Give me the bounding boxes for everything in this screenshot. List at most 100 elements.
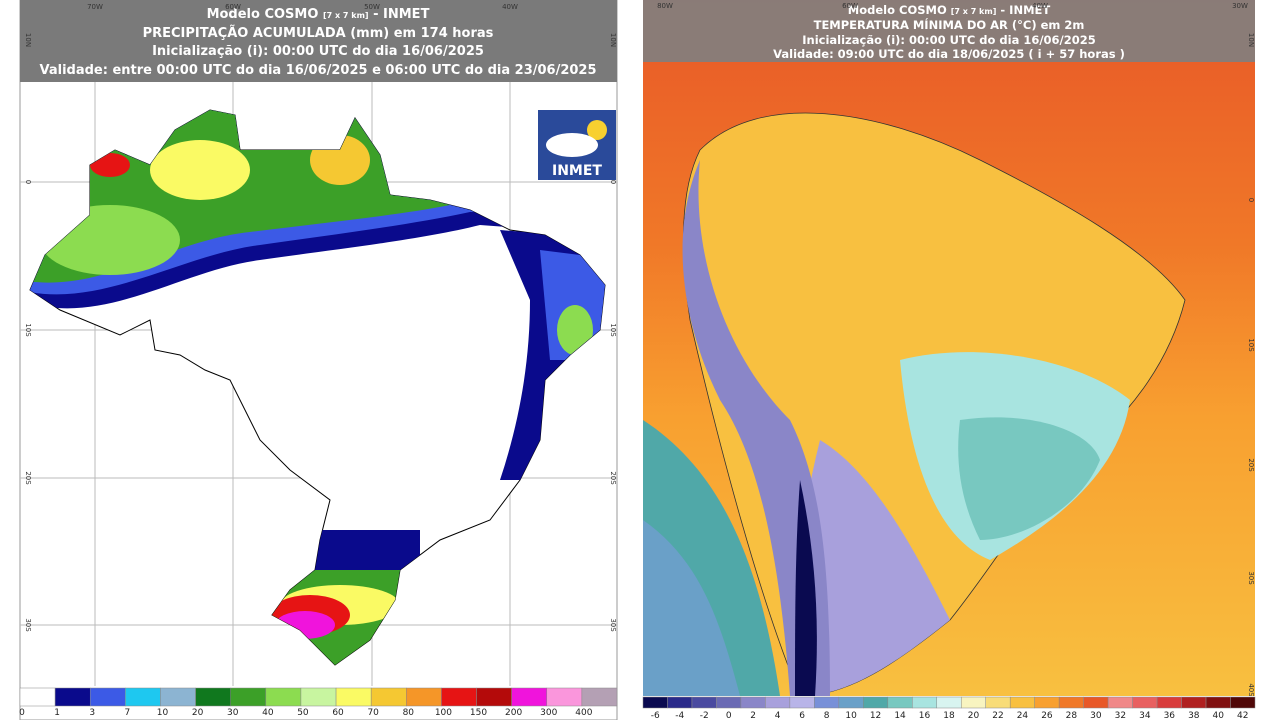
lon-label: 80W: [657, 2, 673, 10]
legend-swatch: [54, 687, 91, 707]
legend-label: 14: [894, 711, 906, 720]
cooler-southeast: [958, 417, 1100, 540]
legend-label: 8: [824, 711, 830, 720]
lat-label: 20S: [1247, 458, 1255, 472]
source: - INMET: [1000, 3, 1050, 17]
legend-swatch: [985, 696, 1011, 709]
logo-text: INMET: [552, 163, 602, 179]
legend-label: 60: [332, 708, 344, 718]
legend-swatch: [1205, 696, 1231, 709]
legend-label: 36: [1164, 711, 1176, 720]
lat-label: 10N: [609, 33, 617, 47]
legend-swatch: [125, 687, 161, 707]
lat-label: 0: [1247, 198, 1255, 202]
right-panel: Modelo COSMO [7 x 7 km] - INMET TEMPERAT…: [643, 0, 1255, 697]
legend-label: 2: [750, 711, 756, 720]
resolution: [7 x 7 km]: [951, 7, 997, 16]
legend-swatch: [936, 696, 962, 709]
legend-label: 70: [367, 708, 379, 718]
lat-label: 0: [609, 180, 617, 184]
legend-swatch: [511, 687, 548, 707]
legend-label: 10: [845, 711, 857, 720]
legend-label: 28: [1066, 711, 1078, 720]
lat-label: 10S: [609, 323, 617, 337]
legend-swatch: [1107, 696, 1133, 709]
logo-cloud: [546, 133, 598, 157]
legend-swatch: [838, 696, 864, 709]
legend-label: -2: [700, 711, 709, 720]
header-init: Inicialização (i): 00:00 UTC do dia 16/0…: [802, 33, 1096, 47]
legend-swatch: [740, 696, 766, 709]
legend-swatch: [1156, 696, 1182, 709]
legend-label: 300: [540, 708, 557, 718]
legend-swatch: [160, 687, 196, 707]
legend-label: 4: [775, 711, 781, 720]
legend-swatch: [195, 687, 231, 707]
legend-label: 20: [968, 711, 980, 720]
header-validity: Validade: entre 00:00 UTC do dia 16/06/2…: [39, 63, 596, 78]
lat-label: 10N: [1247, 33, 1255, 47]
legend-label: 6: [799, 711, 805, 720]
lat-label: 10S: [24, 323, 32, 337]
legend-label: 18: [943, 711, 955, 720]
legend-swatch: [667, 696, 693, 709]
legend-swatch: [581, 687, 618, 707]
legend-swatch: [691, 696, 717, 709]
legend-swatch: [863, 696, 889, 709]
legend-swatch: [789, 696, 815, 709]
andes-coldest: [795, 480, 817, 696]
lon-label: 60W: [225, 3, 241, 11]
legend-swatch: [1083, 696, 1109, 709]
legend-swatch: [546, 687, 583, 707]
ocean-cold: [643, 520, 740, 696]
lat-label: 30S: [609, 618, 617, 632]
legend-swatch: [716, 696, 742, 709]
legend-label: 80: [403, 708, 415, 718]
legend-label: 1: [54, 708, 60, 718]
legend-swatch: [19, 687, 56, 707]
legend-swatch: [814, 696, 840, 709]
legend-label: 38: [1188, 711, 1200, 720]
legend-swatch: [960, 696, 986, 709]
legend-label: 400: [575, 708, 592, 718]
lat-label: 10S: [1247, 338, 1255, 352]
lat-label: 40S: [1247, 683, 1255, 697]
legend-swatch: [335, 687, 372, 707]
lon-label: 70W: [87, 3, 103, 11]
header-bar: [643, 0, 1255, 62]
legend-label: 20: [192, 708, 204, 718]
legend-label: 7: [124, 708, 130, 718]
legend-label: 24: [1017, 711, 1029, 720]
logo-sun: [587, 120, 607, 140]
legend-swatch: [887, 696, 913, 709]
left-panel: Modelo COSMO [7 x 7 km] - INMET PRECIPIT…: [19, 0, 618, 720]
legend-label: 0: [19, 708, 25, 718]
model: Modelo COSMO: [848, 3, 947, 17]
legend-swatch: [1034, 696, 1060, 709]
legend-swatch: [265, 687, 302, 707]
legend-swatch: [370, 687, 407, 707]
legend-swatch: [230, 687, 267, 707]
legend-swatch: [406, 687, 442, 707]
legend-swatch: [300, 687, 337, 707]
lon-label: 40W: [502, 3, 518, 11]
header-model-line: Modelo COSMO [7 x 7 km] - INMET: [848, 3, 1051, 17]
legend-label: -6: [651, 711, 660, 720]
legend-swatch: [1009, 696, 1035, 709]
header-bar: [20, 0, 617, 82]
header-model-line: Modelo COSMO [7 x 7 km] - INMET: [207, 7, 430, 22]
lon-label: 60W: [842, 2, 858, 10]
andes-band: [682, 160, 830, 696]
legend-swatch: [1132, 696, 1158, 709]
legend-label: 200: [505, 708, 522, 718]
lat-label: 30S: [24, 618, 32, 632]
legend-swatch: [89, 687, 126, 707]
header-title: TEMPERATURA MÍNIMA DO AR (°C) em 2m: [814, 17, 1085, 32]
lat-label: 30S: [1247, 571, 1255, 585]
lon-label: 40W: [1032, 2, 1048, 10]
legend-label: 30: [1090, 711, 1102, 720]
legend-label: 3: [89, 708, 95, 718]
resolution: [7 x 7 km]: [323, 11, 369, 20]
legend-swatch: [912, 696, 938, 709]
model: Modelo COSMO: [207, 7, 319, 22]
